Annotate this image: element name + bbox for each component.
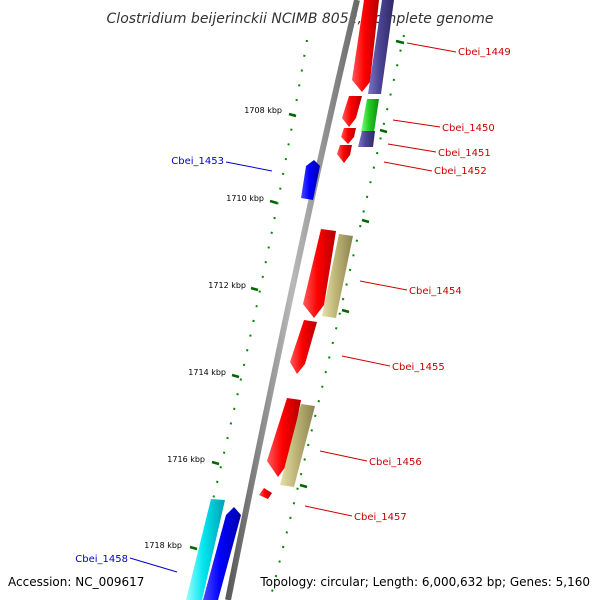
inner-guide-line <box>187 39 308 600</box>
gene-label-cbei-1453[interactable]: Cbei_1453 <box>171 156 224 167</box>
gene-label-cbei-1452[interactable]: Cbei_1452 <box>434 166 487 177</box>
gene-cbei-1452-red-arrow[interactable] <box>337 145 352 163</box>
gene-cbei-1458-cyan-block[interactable] <box>186 499 225 600</box>
label-connectors <box>129 42 457 573</box>
gene-cbei-1449-purple-block[interactable] <box>368 0 394 94</box>
accession-text: Accession: NC_009617 <box>8 575 144 589</box>
gene-label-cbei-1456[interactable]: Cbei_1456 <box>369 457 422 468</box>
gene-cbei-1457-red-arrow[interactable] <box>259 488 272 499</box>
gene-cbei-1456-khaki-block[interactable] <box>280 404 315 487</box>
tick-label-1712: 1712 kbp <box>208 281 246 290</box>
gene-label-cbei-1451[interactable]: Cbei_1451 <box>438 148 491 159</box>
gene-label-cbei-1458[interactable]: Cbei_1458 <box>75 554 128 565</box>
gene-cbei-1454-red-arrow[interactable] <box>303 229 336 318</box>
gene-cbei-1454-khaki-block[interactable] <box>322 234 353 318</box>
gene-cbei-1451-red-arrow[interactable] <box>341 128 356 144</box>
tick-label-1710: 1710 kbp <box>226 194 264 203</box>
gene-cbei-1449-red-arrow[interactable] <box>352 0 379 92</box>
gene-cbei-1450-green-block[interactable] <box>361 99 379 132</box>
gene-cbei-1453-blue-arrow[interactable] <box>301 160 320 200</box>
gene-label-cbei-1449[interactable]: Cbei_1449 <box>458 47 511 58</box>
tick-label-1716: 1716 kbp <box>167 455 205 464</box>
gene-labels: Cbei_1449 Cbei_1450 Cbei_1451 Cbei_1452 … <box>75 47 510 565</box>
gene-label-cbei-1454[interactable]: Cbei_1454 <box>409 286 462 297</box>
gene-cbei-1455-red-arrow[interactable] <box>290 320 317 374</box>
tick-label-1708: 1708 kbp <box>244 106 282 115</box>
tick-labels: 1708 kbp 1710 kbp 1712 kbp 1714 kbp 1716… <box>144 106 282 550</box>
tick-marks <box>189 112 297 551</box>
gene-label-cbei-1455[interactable]: Cbei_1455 <box>392 362 445 373</box>
tick-label-1718: 1718 kbp <box>144 541 182 550</box>
feature-dashes <box>299 39 405 489</box>
gene-cbei-1451-purple-block[interactable] <box>358 131 375 147</box>
gene-features <box>186 0 394 600</box>
gene-cbei-1450-red-arrow[interactable] <box>342 96 362 127</box>
topology-text: Topology: circular; Length: 6,000,632 bp… <box>259 575 590 589</box>
gene-label-cbei-1457[interactable]: Cbei_1457 <box>354 512 407 523</box>
map-title: Clostridium beijerinckii NCIMB 8052, com… <box>107 11 494 27</box>
gene-cbei-1458-blue-arrow[interactable] <box>203 507 241 600</box>
genome-backbone <box>225 0 360 600</box>
gene-label-cbei-1450[interactable]: Cbei_1450 <box>442 123 495 134</box>
tick-label-1714: 1714 kbp <box>188 368 226 377</box>
gene-cbei-1456-red-arrow[interactable] <box>267 398 301 477</box>
